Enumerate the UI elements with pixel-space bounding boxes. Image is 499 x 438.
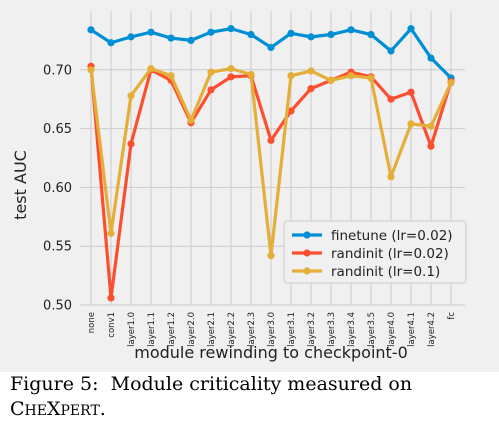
x-tick-label: layer4.2: [427, 312, 437, 347]
x-tick-label: layer4.0: [387, 312, 397, 347]
data-point: [87, 66, 95, 74]
x-tick-label: layer3.0: [267, 312, 277, 347]
y-tick-label: 0.70: [43, 63, 72, 78]
data-point: [427, 54, 435, 62]
x-tick-label: layer3.4: [347, 312, 357, 347]
x-tick-label: layer3.5: [367, 312, 377, 347]
figure-panel: 0.50 0.55 0.60 0.65 0.70 none conv1 layer1.0 la…: [0, 0, 499, 372]
x-axis-label: module rewinding to checkpoint-0: [134, 343, 408, 362]
legend-swatch-marker: [303, 231, 311, 239]
data-point: [407, 25, 415, 33]
legend-swatch-marker: [303, 249, 311, 257]
data-point: [347, 26, 355, 34]
data-point: [407, 88, 415, 96]
data-point: [107, 39, 115, 47]
y-axis-ticks: 0.50 0.55 0.60 0.65 0.70: [43, 63, 72, 313]
data-point: [87, 26, 95, 34]
series-layer: [87, 25, 455, 302]
y-tick-label: 0.50: [43, 299, 72, 314]
data-point: [287, 72, 295, 80]
x-tick-label: layer2.1: [207, 312, 217, 347]
caption-text: Module criticality measured on: [110, 373, 413, 395]
x-tick-label: layer2.2: [227, 312, 237, 347]
data-point: [107, 294, 115, 302]
data-point: [387, 95, 395, 103]
legend-label: finetune (lr=0.02): [331, 228, 453, 244]
y-tick-label: 0.60: [43, 181, 72, 196]
caption-dataset-pert: PERT: [60, 403, 100, 419]
x-tick-label: layer3.3: [327, 312, 337, 347]
x-tick-label: layer3.1: [287, 312, 297, 347]
data-point: [167, 34, 175, 42]
caption-dataset-c: C: [10, 398, 25, 420]
data-point: [167, 72, 175, 80]
data-point: [367, 74, 375, 82]
data-point: [267, 252, 275, 260]
legend-label: randinit (lr=0.02): [331, 246, 449, 262]
data-point: [327, 76, 335, 84]
data-point: [407, 120, 415, 128]
x-tick-label: layer4.1: [407, 312, 417, 347]
data-point: [247, 30, 255, 39]
data-point: [127, 92, 135, 100]
x-tick-label: conv1: [107, 312, 117, 338]
figure-caption: Figure 5: Module criticality measured on…: [10, 372, 495, 424]
x-tick-label: none: [87, 312, 97, 333]
y-tick-label: 0.55: [43, 240, 72, 255]
x-tick-label: layer1.0: [127, 312, 137, 347]
caption-dataset-x: X: [46, 398, 61, 420]
x-tick-label: layer3.2: [307, 312, 317, 347]
data-point: [127, 140, 135, 148]
data-point: [287, 29, 295, 37]
x-axis-ticks: none conv1 layer1.0 layer1.1 layer1.2 layer2.…: [87, 312, 457, 347]
data-point: [187, 116, 195, 124]
legend: finetune (lr=0.02) randinit (lr=0.02) rand…: [283, 220, 467, 284]
data-point: [367, 30, 375, 39]
caption-dataset-he: HE: [24, 403, 47, 419]
data-point: [227, 25, 235, 33]
data-point: [247, 70, 255, 79]
data-point: [207, 86, 215, 94]
data-point: [307, 33, 315, 41]
x-tick-label: layer1.1: [147, 312, 157, 347]
x-tick-label: fc: [447, 312, 457, 320]
data-point: [227, 65, 235, 73]
data-point: [187, 36, 195, 45]
data-point: [287, 107, 295, 115]
data-point: [267, 136, 275, 144]
data-point: [307, 67, 315, 75]
data-point: [127, 33, 135, 41]
caption-prefix: Figure 5:: [10, 373, 99, 395]
data-point: [327, 30, 335, 39]
y-axis-label: test AUC: [11, 150, 30, 220]
x-tick-label: layer1.2: [167, 312, 177, 347]
data-point: [427, 122, 435, 130]
caption-period: .: [99, 398, 106, 420]
legend-box: [283, 220, 467, 284]
legend-swatch-marker: [303, 267, 311, 275]
data-point: [207, 28, 215, 36]
x-tick-label: layer2.0: [187, 312, 197, 347]
data-point: [307, 85, 315, 93]
data-point: [227, 73, 235, 81]
data-point: [147, 65, 155, 73]
y-tick-label: 0.65: [43, 122, 72, 137]
data-point: [447, 79, 455, 87]
x-tick-label: layer2.3: [247, 312, 257, 347]
data-point: [347, 72, 355, 80]
data-point: [147, 28, 155, 36]
data-point: [387, 173, 395, 181]
data-point: [387, 47, 395, 55]
line-chart: 0.50 0.55 0.60 0.65 0.70 none conv1 layer1.0 la…: [11, 11, 467, 362]
data-point: [207, 68, 215, 76]
data-point: [267, 43, 275, 52]
legend-label: randinit (lr=0.1): [331, 264, 440, 280]
data-point: [427, 142, 435, 150]
data-point: [107, 229, 115, 237]
